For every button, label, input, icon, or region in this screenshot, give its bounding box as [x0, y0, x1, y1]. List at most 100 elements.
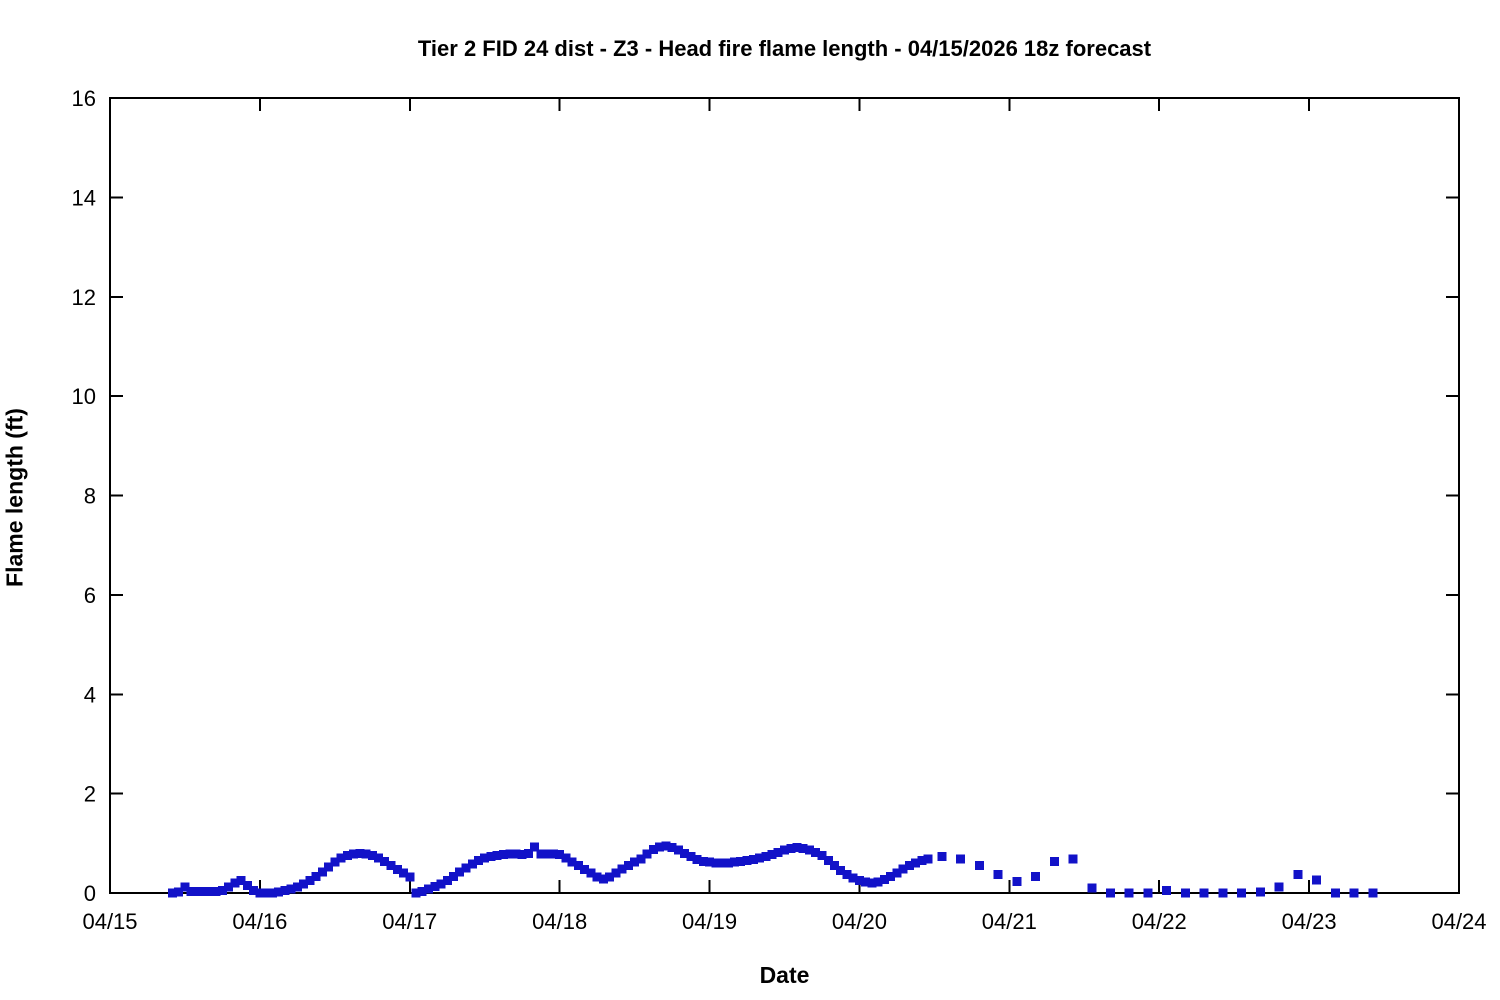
- data-point: [286, 884, 296, 894]
- data-point: [711, 858, 721, 868]
- x-tick-label: 04/23: [1282, 909, 1337, 934]
- data-point: [717, 858, 727, 868]
- data-point: [636, 854, 646, 864]
- data-point: [386, 861, 396, 871]
- data-point: [1124, 888, 1134, 898]
- data-point: [974, 861, 984, 871]
- data-point: [174, 887, 184, 897]
- data-point: [436, 879, 446, 889]
- x-tick-label: 04/16: [232, 909, 287, 934]
- data-point: [680, 848, 689, 858]
- data-point: [361, 849, 371, 859]
- data-point: [424, 884, 433, 894]
- data-point: [1106, 888, 1115, 898]
- data-point: [249, 886, 259, 895]
- data-point: [1218, 888, 1228, 898]
- data-point: [1349, 888, 1359, 898]
- data-point: [455, 867, 465, 877]
- data-point: [205, 887, 215, 896]
- data-point: [780, 845, 789, 855]
- chart-title: Tier 2 FID 24 dist - Z3 - Head fire flam…: [417, 36, 1152, 61]
- x-tick-label: 04/24: [1431, 909, 1486, 934]
- data-point: [186, 887, 196, 896]
- data-point: [217, 886, 227, 895]
- y-tick-label: 6: [84, 583, 96, 608]
- data-point: [605, 872, 615, 882]
- data-point: [617, 864, 627, 874]
- data-point: [823, 856, 833, 866]
- data-point: [1143, 888, 1153, 898]
- data-point: [767, 850, 777, 860]
- data-point: [911, 858, 921, 868]
- data-point: [661, 841, 671, 851]
- data-point: [630, 857, 640, 867]
- data-point: [705, 857, 715, 867]
- data-point: [623, 861, 633, 871]
- data-point: [937, 852, 947, 862]
- data-point: [898, 864, 908, 874]
- data-point: [1312, 875, 1322, 885]
- data-point: [1368, 888, 1378, 898]
- data-point: [524, 848, 533, 858]
- data-point: [374, 853, 384, 863]
- data-point: [399, 868, 408, 878]
- data-point: [673, 845, 683, 855]
- data-point: [886, 872, 896, 882]
- data-point: [1199, 888, 1209, 898]
- data-point: [748, 855, 758, 865]
- data-point: [267, 888, 277, 898]
- data-point: [405, 872, 415, 882]
- data-point: [224, 882, 234, 892]
- data-point: [517, 850, 527, 860]
- data-point: [755, 853, 764, 863]
- data-point: [805, 845, 814, 855]
- x-tick-label: 04/20: [832, 909, 887, 934]
- data-point: [567, 857, 577, 867]
- data-point: [861, 877, 871, 887]
- data-point: [692, 855, 702, 865]
- data-point: [811, 847, 821, 857]
- data-point: [829, 861, 839, 871]
- x-tick-label: 04/15: [82, 909, 137, 934]
- y-tick-label: 0: [84, 881, 96, 906]
- data-point: [242, 881, 252, 890]
- data-point: [842, 870, 852, 880]
- data-point: [461, 863, 471, 873]
- data-point: [586, 868, 596, 878]
- data-point: [211, 887, 221, 896]
- data-point: [598, 874, 608, 884]
- data-point: [342, 851, 352, 861]
- x-axis-title: Date: [759, 962, 810, 988]
- data-point: [817, 851, 827, 861]
- data-point: [1087, 883, 1097, 893]
- data-point: [1330, 888, 1340, 898]
- data-point: [542, 849, 552, 859]
- data-point: [473, 856, 483, 866]
- data-point: [993, 870, 1003, 880]
- data-point: [168, 888, 177, 898]
- data-point: [573, 861, 583, 871]
- data-point: [723, 858, 733, 868]
- x-tick-label: 04/19: [682, 909, 737, 934]
- data-point: [236, 876, 246, 886]
- data-point: [536, 849, 546, 859]
- y-tick-label: 10: [72, 384, 96, 409]
- data-point: [880, 875, 889, 885]
- data-point: [305, 876, 315, 886]
- data-point: [1293, 870, 1303, 880]
- data-point: [580, 865, 590, 875]
- data-point: [442, 876, 452, 886]
- data-point: [430, 882, 440, 891]
- data-point: [180, 882, 190, 892]
- data-point: [917, 856, 927, 866]
- data-point: [956, 854, 966, 864]
- data-point: [548, 849, 558, 859]
- data-point: [923, 854, 933, 864]
- x-tick-label: 04/21: [982, 909, 1037, 934]
- data-point: [648, 844, 658, 854]
- data-point: [292, 882, 302, 892]
- data-point: [904, 861, 914, 871]
- data-point: [355, 848, 365, 858]
- data-point: [380, 857, 390, 867]
